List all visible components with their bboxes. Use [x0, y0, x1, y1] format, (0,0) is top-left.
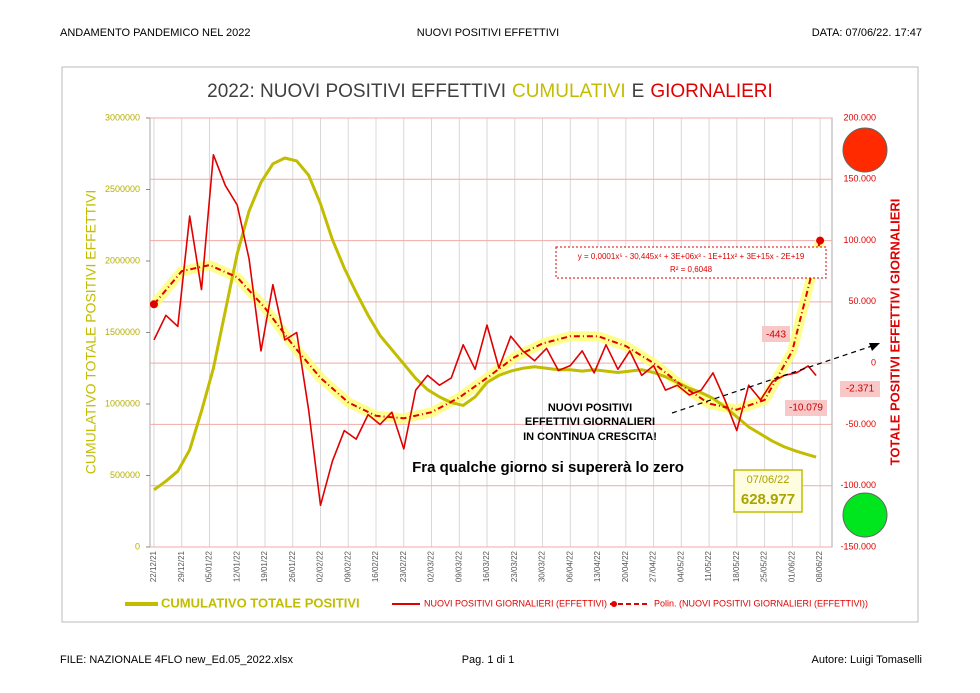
x-tick-label: 22/12/21 — [149, 550, 158, 582]
callout-line: NUOVI POSITIVI — [548, 402, 632, 414]
last-value: 628.977 — [741, 491, 795, 508]
legend-label: CUMULATIVO TOTALE POSITIVI — [161, 595, 360, 610]
x-tick-label: 02/03/22 — [427, 550, 436, 582]
title-part: 2022: NUOVI POSITIVI EFFETTIVI — [207, 81, 506, 102]
y2-tick-label: -50.000 — [845, 419, 876, 429]
y2-tick-label: -100.000 — [840, 480, 876, 490]
x-tick-label: 29/12/21 — [177, 550, 186, 582]
annotation: -2.371 — [846, 384, 875, 395]
x-tick-label: 05/01/22 — [205, 550, 214, 582]
x-tick-label: 30/03/22 — [538, 550, 547, 582]
y-tick-label: 500000 — [110, 470, 140, 480]
x-tick-label: 25/05/22 — [760, 550, 769, 582]
red-light — [842, 127, 888, 173]
x-tick-label: 23/03/22 — [510, 550, 519, 582]
r-squared: R² = 0,6048 — [670, 265, 713, 274]
annotation-box — [840, 381, 880, 397]
y-tick-label: 2500000 — [105, 184, 140, 194]
green-light — [842, 492, 888, 538]
trend-point — [149, 300, 158, 309]
x-tick-label: 08/06/22 — [815, 550, 824, 582]
y2-tick-label: 100.000 — [843, 235, 876, 245]
x-tick-label: 09/02/22 — [343, 550, 352, 582]
formula: y = 0,0001x⁵ - 30,445x⁴ + 3E+06x³ - 1E+1… — [578, 252, 805, 261]
header-left: ANDAMENTO PANDEMICO NEL 2022 — [60, 27, 251, 39]
x-tick-label: 13/04/22 — [593, 550, 602, 582]
trend-point — [816, 236, 825, 245]
legend-swatch — [611, 601, 617, 607]
x-tick-label: 19/01/22 — [260, 550, 269, 582]
y-tick-label: 2000000 — [105, 255, 140, 265]
y-tick-label: 3000000 — [105, 112, 140, 122]
y2-axis-label: TOTALE POSITIVI EFFETTIVI GIORNALIERI — [887, 199, 902, 466]
x-tick-label: 26/01/22 — [288, 550, 297, 582]
plot-area — [149, 117, 833, 548]
formula-box — [555, 246, 827, 279]
trend-line — [153, 240, 822, 420]
note: Fra qualche giorno si supererà lo zero — [412, 459, 684, 476]
x-tick-label: 04/05/22 — [676, 550, 685, 582]
y2-tick-label: 200.000 — [843, 112, 876, 122]
x-tick-label: 16/03/22 — [482, 550, 491, 582]
x-tick-label: 16/02/22 — [371, 550, 380, 582]
y-tick-label: 1500000 — [105, 327, 140, 337]
title-part: E — [632, 81, 645, 102]
footer-left: FILE: NAZIONALE 4FLO new_Ed.05_2022.xlsx — [60, 654, 293, 666]
annotation: -10.079 — [789, 403, 823, 414]
y2-tick-label: -150.000 — [840, 541, 876, 551]
annotation-box — [785, 400, 827, 416]
y2-tick-label: 0 — [871, 358, 876, 368]
daily-line — [153, 154, 817, 507]
legend-label: NUOVI POSITIVI GIORNALIERI (EFFETTIVI) — [424, 598, 607, 608]
y2-tick-label: 50.000 — [848, 296, 876, 306]
annotation-box — [762, 326, 790, 342]
header-right: DATA: 07/06/22. 17:47 — [812, 27, 922, 39]
legend-label: Polin. (NUOVI POSITIVI GIORNALIERI (EFFE… — [654, 598, 868, 608]
annotation: -443 — [766, 330, 786, 341]
trend-arrow — [671, 345, 873, 414]
arrow-head — [869, 343, 880, 351]
footer-center: Pag. 1 di 1 — [462, 654, 515, 666]
x-tick-label: 18/05/22 — [732, 550, 741, 582]
last-value-box — [733, 469, 803, 513]
y-tick-label: 1000000 — [105, 398, 140, 408]
x-tick-label: 20/04/22 — [621, 550, 630, 582]
chart-title: 2022: NUOVI POSITIVI EFFETTIVI CUMULATIVI… — [207, 81, 773, 102]
cumulative-line — [153, 156, 817, 492]
x-tick-label: 02/02/22 — [316, 550, 325, 582]
title-part: CUMULATIVI — [512, 81, 626, 102]
x-tick-label: 12/01/22 — [232, 550, 241, 582]
y-tick-label: 0 — [135, 541, 140, 551]
x-tick-label: 01/06/22 — [787, 550, 796, 582]
footer-right: Autore: Luigi Tomaselli — [812, 654, 922, 666]
x-tick-label: 11/05/22 — [704, 550, 713, 581]
callout-line: EFFETTIVI GIORNALIERI — [525, 416, 655, 428]
x-tick-label: 09/03/22 — [454, 550, 463, 582]
x-tick-label: 06/04/22 — [565, 550, 574, 582]
callout-line: IN CONTINUA CRESCITA! — [523, 431, 657, 443]
y-axis-label: CUMULATIVO TOTALE POSITIVI EFFETTIVI — [83, 190, 99, 474]
y2-tick-label: 150.000 — [843, 174, 876, 184]
x-tick-label: 27/04/22 — [649, 550, 658, 582]
title-part: GIORNALIERI — [650, 81, 772, 102]
last-date: 07/06/22 — [747, 474, 790, 486]
x-tick-label: 23/02/22 — [399, 550, 408, 582]
header-center: NUOVI POSITIVI EFFETTIVI — [417, 27, 559, 39]
